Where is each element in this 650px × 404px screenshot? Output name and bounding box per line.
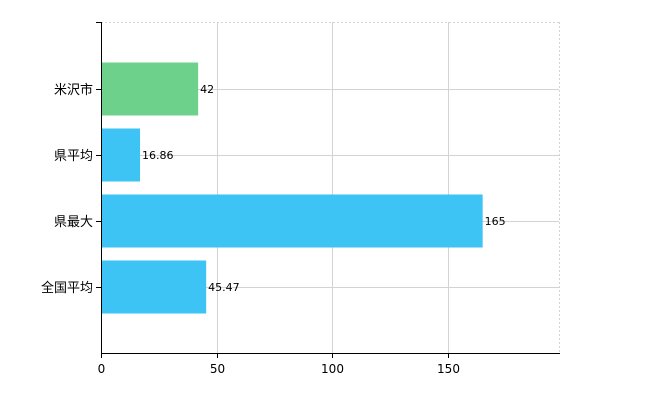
- x-tick-label: 50: [210, 362, 225, 376]
- data-label: 16.86: [142, 149, 174, 162]
- data-label: 165: [485, 215, 506, 228]
- data-label: 45.47: [208, 281, 240, 294]
- category-label: 県平均: [54, 149, 93, 164]
- bars: [102, 62, 483, 314]
- bar: [102, 194, 483, 248]
- x-tick-label: 150: [437, 362, 460, 376]
- bar: [102, 128, 140, 182]
- bar: [102, 260, 207, 314]
- category-label: 米沢市: [54, 82, 93, 98]
- x-tick-label: 100: [321, 362, 344, 376]
- category-label: 全国平均: [41, 280, 93, 296]
- axes: [96, 22, 560, 358]
- labels: 42 米沢市 16.86 県平均 165 県最大 45.47 全国平均 0 50 100 150: [41, 82, 506, 376]
- category-label: 県最大: [54, 215, 93, 230]
- data-label: 42: [200, 83, 214, 96]
- bar: [102, 62, 199, 116]
- x-tick-label: 0: [98, 362, 106, 376]
